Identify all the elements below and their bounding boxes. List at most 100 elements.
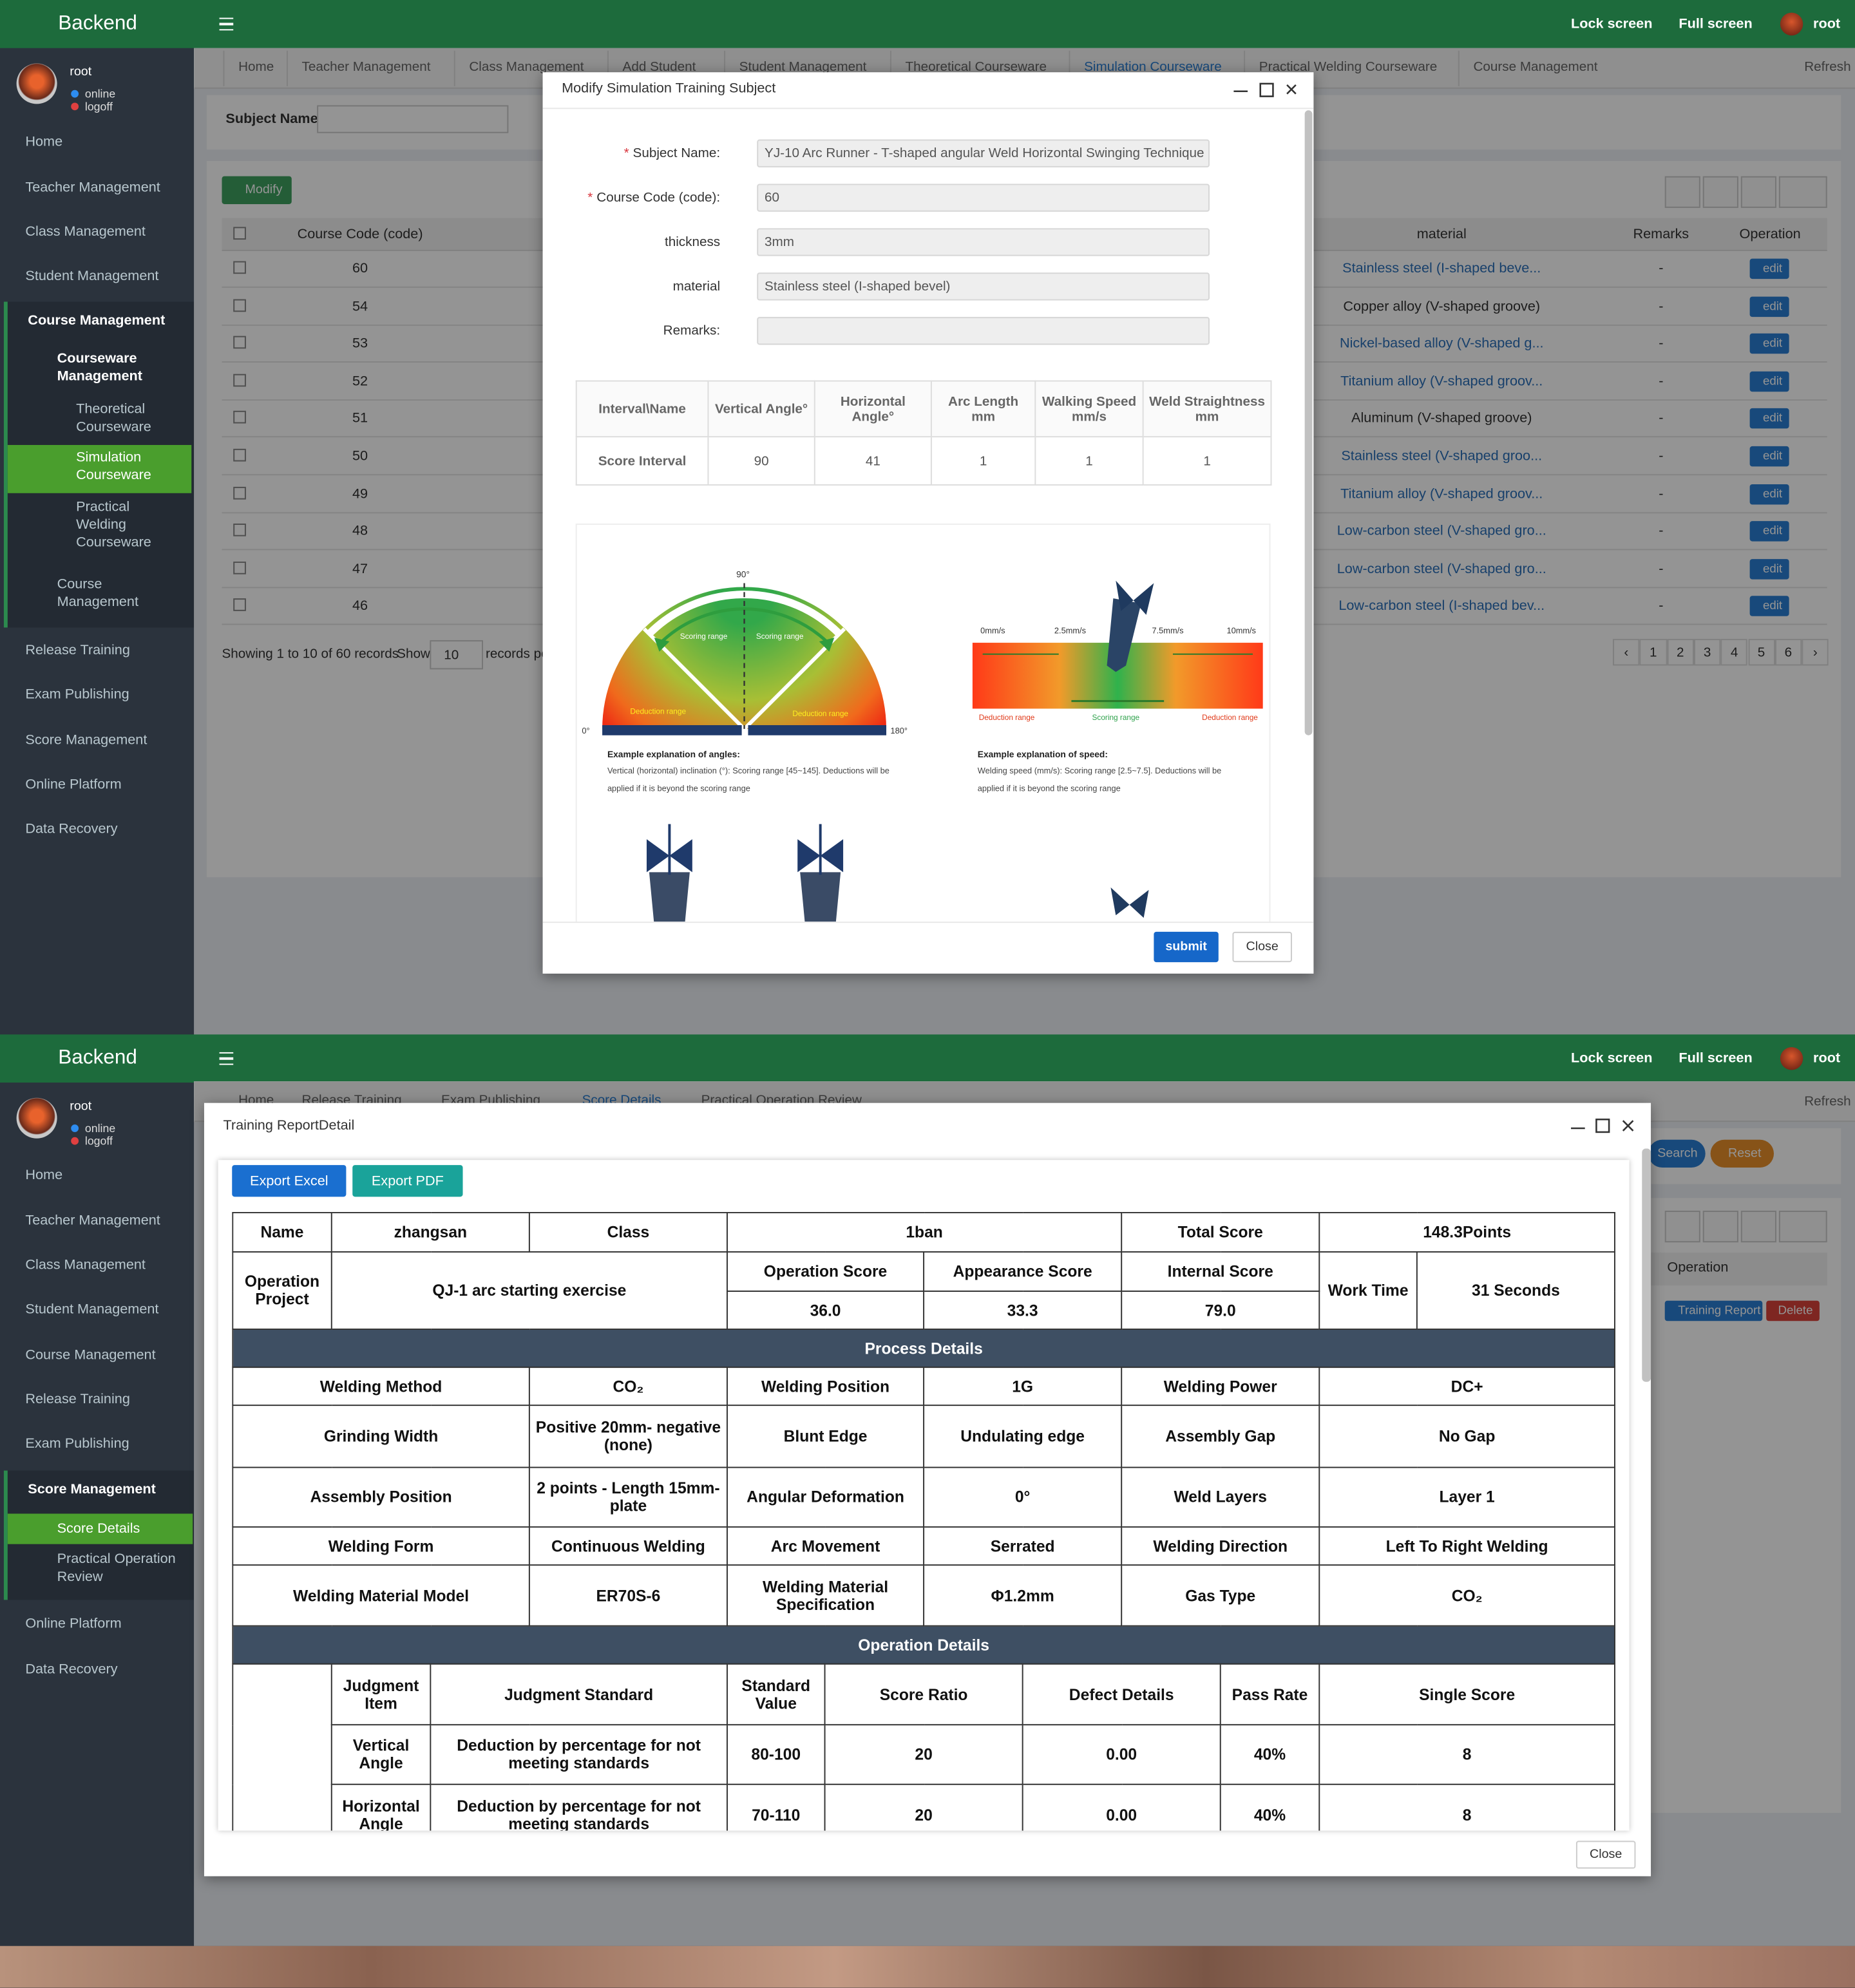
checkbox[interactable]	[233, 261, 246, 274]
header-action[interactable]: Full screen	[1679, 16, 1753, 32]
refresh[interactable]: Refresh	[1804, 1093, 1851, 1110]
checkbox[interactable]	[233, 486, 246, 499]
menu-item[interactable]: Score Management	[25, 732, 147, 748]
export-pdf-button[interactable]	[352, 1165, 463, 1197]
header-action[interactable]: Full screen	[1679, 1050, 1753, 1066]
page-size-select[interactable]	[430, 640, 484, 670]
checkbox[interactable]	[233, 298, 246, 312]
toolbar-button[interactable]	[1664, 1210, 1700, 1243]
checkbox[interactable]	[233, 448, 246, 462]
menu-item[interactable]: Course Management	[25, 1347, 156, 1363]
field-input[interactable]	[757, 317, 1210, 345]
checkbox[interactable]	[233, 524, 246, 537]
edit-button[interactable]	[1749, 446, 1789, 467]
page-button[interactable]	[1693, 639, 1721, 666]
page-button[interactable]	[1720, 639, 1748, 666]
edit-button[interactable]	[1749, 596, 1789, 617]
header-action[interactable]: Lock screen	[1571, 1050, 1653, 1066]
checkbox[interactable]	[233, 561, 246, 574]
menu-item[interactable]: Online Platform	[25, 777, 122, 793]
edit-button[interactable]	[1749, 484, 1789, 504]
page-button[interactable]	[1613, 639, 1640, 666]
checkbox[interactable]	[233, 227, 246, 240]
menu-item[interactable]: Practical Operation Review	[57, 1551, 176, 1585]
field-input[interactable]	[757, 228, 1210, 256]
toolbar-button[interactable]	[1740, 176, 1776, 208]
menu-item[interactable]: Teacher Management	[25, 180, 160, 196]
menu-item[interactable]: Online Platform	[25, 1616, 122, 1632]
field-input[interactable]	[757, 139, 1210, 167]
menu-item[interactable]: Data Recovery	[25, 1661, 118, 1678]
search-button[interactable]	[1648, 1139, 1706, 1168]
menu-item[interactable]: Data Recovery	[25, 821, 118, 837]
menu-item[interactable]: Home	[25, 1168, 63, 1183]
menu-item[interactable]: Theoretical Courseware	[76, 402, 151, 435]
tab[interactable]: Simulation Courseware	[1084, 59, 1222, 75]
edit-button[interactable]	[1749, 296, 1789, 317]
checkbox[interactable]	[233, 374, 246, 387]
reset-button[interactable]	[1710, 1139, 1774, 1168]
search-input[interactable]	[317, 105, 509, 133]
tab[interactable]: Home	[238, 59, 274, 75]
menu-item[interactable]: Score Details	[57, 1521, 140, 1537]
tab[interactable]: Class Management	[469, 59, 584, 75]
page-button[interactable]	[1747, 639, 1775, 666]
menu-item[interactable]: Simulation Courseware	[76, 450, 151, 484]
checkbox[interactable]	[233, 598, 246, 612]
menu-item[interactable]: Exam Publishing	[25, 686, 129, 703]
menu-item[interactable]: Score Management	[28, 1482, 156, 1497]
menu-item[interactable]: Teacher Management	[25, 1213, 160, 1229]
menu-item[interactable]: Home	[25, 134, 63, 150]
tab[interactable]: Add Student	[622, 59, 696, 75]
header-action[interactable]: Lock screen	[1571, 16, 1653, 32]
toolbar-button[interactable]	[1702, 176, 1738, 208]
menu-item[interactable]: Class Management	[25, 224, 146, 240]
menu-item[interactable]: Practical Welding Courseware	[76, 499, 151, 551]
edit-button[interactable]	[1749, 258, 1789, 279]
edit-button[interactable]	[1749, 558, 1789, 580]
close-button[interactable]	[1575, 1841, 1636, 1869]
edit-button[interactable]	[1749, 371, 1789, 392]
menu-item[interactable]: Exam Publishing	[25, 1436, 129, 1452]
tab[interactable]: Teacher Management	[301, 59, 431, 75]
field-input[interactable]	[757, 272, 1210, 301]
close-button[interactable]	[1232, 931, 1292, 963]
page-button[interactable]	[1802, 639, 1829, 666]
page-button[interactable]	[1774, 639, 1802, 666]
menu-item[interactable]: Release Training	[25, 1392, 130, 1408]
tab[interactable]: Course Management	[1473, 59, 1598, 75]
header-user[interactable]: root	[1813, 16, 1841, 32]
checkbox[interactable]	[233, 411, 246, 424]
menu-item[interactable]: Class Management	[25, 1257, 146, 1273]
submit-button[interactable]	[1154, 931, 1219, 963]
toolbar-button[interactable]	[1778, 1210, 1827, 1243]
page-button[interactable]	[1639, 639, 1667, 666]
edit-button[interactable]	[1749, 408, 1789, 430]
toolbar-button[interactable]	[1664, 176, 1700, 208]
menu-item[interactable]: Release Training	[25, 643, 130, 658]
menu-item[interactable]: Course Management	[28, 313, 166, 328]
modify-button[interactable]	[222, 176, 292, 204]
delete-button[interactable]	[1766, 1300, 1820, 1321]
page-button[interactable]	[1666, 639, 1694, 666]
toolbar-button[interactable]	[1702, 1210, 1738, 1243]
menu-item[interactable]: Course Management	[57, 576, 139, 610]
checkbox[interactable]	[233, 336, 246, 349]
field-input[interactable]	[757, 184, 1210, 212]
refresh[interactable]: Refresh	[1804, 59, 1851, 75]
menu-item[interactable]: Student Management	[25, 269, 159, 284]
edit-button[interactable]	[1749, 334, 1789, 354]
menu-toggle[interactable]	[219, 1052, 234, 1065]
tab[interactable]: Student Management	[739, 59, 867, 75]
menu-item[interactable]: Courseware Management	[57, 351, 142, 384]
report-button[interactable]	[1664, 1300, 1763, 1321]
toolbar-button[interactable]	[1778, 176, 1827, 208]
menu-toggle[interactable]	[219, 17, 234, 31]
tab[interactable]: Practical Welding Courseware	[1259, 59, 1438, 75]
toolbar-button[interactable]	[1740, 1210, 1776, 1243]
menu-item[interactable]: Student Management	[25, 1302, 159, 1318]
tab[interactable]: Theoretical Courseware	[905, 59, 1047, 75]
export-excel-button[interactable]	[232, 1165, 347, 1197]
header-user[interactable]: root	[1813, 1050, 1841, 1066]
edit-button[interactable]	[1749, 521, 1789, 542]
